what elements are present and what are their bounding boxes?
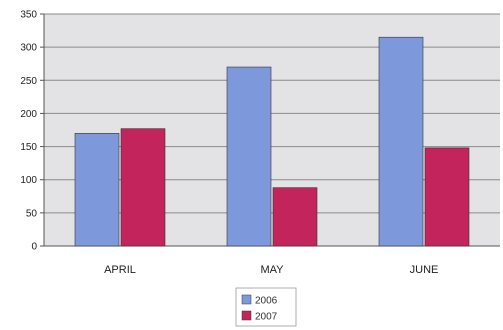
bar-2007-may <box>272 187 318 247</box>
bar-2007-june <box>424 147 470 247</box>
y-tick-label: 0 <box>31 242 37 253</box>
y-tick-label: 200 <box>20 109 37 120</box>
gridlines <box>40 13 500 247</box>
legend: 2006 2007 <box>235 287 297 327</box>
bar-2006-june <box>378 36 424 247</box>
y-tick-label: 300 <box>20 43 37 54</box>
bar-2006-april <box>74 133 120 247</box>
x-category-label: MAY <box>260 264 284 276</box>
y-tick-label: 100 <box>20 175 37 186</box>
x-category-label: JUNE <box>410 264 439 276</box>
legend-label-2006: 2006 <box>255 296 278 307</box>
bar-2007-april <box>120 128 166 247</box>
bar-2006-may <box>226 66 272 247</box>
plot-background <box>44 14 500 246</box>
x-category-label: APRIL <box>104 264 136 276</box>
legend-swatch-2006 <box>241 294 252 305</box>
x-axis-category-labels: APRIL MAY JUNE <box>104 264 438 276</box>
plot-area <box>40 13 500 247</box>
y-tick-label: 250 <box>20 76 37 87</box>
legend-label-2007: 2007 <box>255 312 278 323</box>
y-tick-label: 350 <box>20 10 37 21</box>
y-tick-label: 50 <box>26 208 38 219</box>
legend-swatch-2007 <box>241 310 252 321</box>
bars <box>74 36 470 247</box>
y-tick-label: 150 <box>20 142 37 153</box>
y-axis-tick-labels: 0 50 100 150 200 250 300 350 <box>20 10 37 253</box>
